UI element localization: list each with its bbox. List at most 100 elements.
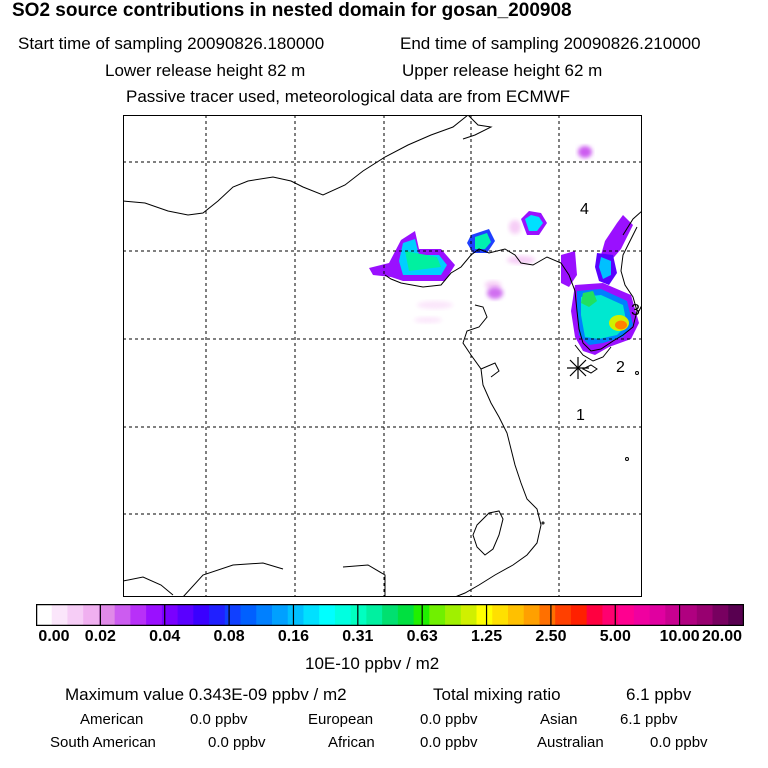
map-panel: 4 3 2 1 [123, 115, 642, 597]
plume-korea-green [581, 291, 597, 307]
plume-faint [417, 301, 453, 309]
colorbar-cell [429, 604, 446, 626]
border-line [462, 115, 493, 140]
colorbar-unit-label: 10E-10 ppbv / m2 [305, 654, 440, 673]
colorbar-cell [602, 604, 619, 626]
plume-faint [485, 281, 501, 289]
colorbar-cell [366, 604, 383, 626]
region-value: 6.1 ppbv [620, 711, 678, 728]
colorbar-cell [539, 604, 556, 626]
colorbar-cell [130, 604, 147, 626]
lower-release-label: Lower release height 82 m [105, 61, 306, 80]
plume-patch-north [578, 146, 592, 158]
colorbar-cell [51, 604, 69, 626]
region-name: African [328, 734, 375, 751]
colorbar-cell [665, 604, 682, 626]
colorbar-cell [334, 604, 352, 626]
colorbar-cell [397, 604, 415, 626]
colorbar-cell [209, 604, 226, 626]
colorbar-cell [696, 604, 714, 626]
colorbar-cell [586, 604, 603, 626]
colorbar-tick-label: 2.50 [535, 628, 567, 645]
start-time-label: Start time of sampling 20090826.180000 [18, 34, 325, 53]
total-mixing-label: Total mixing ratio [433, 685, 561, 704]
colorbar-tick-label: 10.00 [659, 628, 700, 645]
colorbar [36, 604, 744, 626]
region-name: American [80, 711, 144, 728]
marker-2: 2 [616, 359, 625, 376]
region-name: South American [50, 734, 156, 751]
border-line [123, 576, 174, 596]
plume-west-core [405, 251, 441, 271]
tracer-note: Passive tracer used, meteorological data… [126, 87, 571, 106]
colorbar-cell [161, 604, 179, 626]
border-line [342, 564, 386, 597]
station-star-icon [567, 357, 589, 379]
colorbar-cell [618, 604, 635, 626]
colorbar-cell [303, 604, 320, 626]
total-mixing-value: 6.1 ppbv [626, 685, 692, 704]
island-small [625, 457, 629, 461]
colorbar-tick-label: 0.08 [213, 628, 245, 645]
region-name: European [308, 711, 374, 728]
plume-hotspot-core [615, 320, 627, 330]
end-time-label: End time of sampling 20090826.210000 [400, 34, 701, 53]
plume-korea-mid-core [599, 257, 611, 279]
colorbar-cell [508, 604, 525, 626]
island-small [635, 371, 639, 375]
gridlines [123, 115, 642, 597]
colorbar-tick-label: 5.00 [599, 628, 631, 645]
colorbar-cell [114, 604, 131, 626]
region-name: Australian [537, 734, 604, 751]
colorbar-cell [523, 604, 541, 626]
colorbar-cell [240, 604, 257, 626]
chart-title: SO2 source contributions in nested domai… [12, 0, 572, 21]
colorbar-frame [36, 604, 744, 626]
colorbar-cell [382, 604, 399, 626]
max-value-label: Maximum value 0.343E-09 ppbv / m2 [65, 685, 347, 704]
colorbar-cell [287, 604, 305, 626]
colorbar-cell [350, 604, 367, 626]
colorbar-tick-label: 0.00 [38, 628, 70, 645]
colorbar-cell [177, 604, 194, 626]
colorbar-cell [492, 604, 509, 626]
colorbar-tick-label: 0.31 [342, 628, 374, 645]
colorbar-cell [445, 604, 462, 626]
plume-centre-core [475, 233, 491, 249]
colorbar-tick-label: 0.04 [149, 628, 181, 645]
island-jeju [581, 364, 598, 374]
map-frame [123, 115, 642, 597]
colorbar-cell [476, 604, 493, 626]
colorbar-cell [712, 604, 729, 626]
upper-release-label: Upper release height 62 m [402, 61, 603, 80]
island-taiwan [472, 510, 504, 556]
colorbar-tick-label: 0.16 [277, 628, 310, 645]
colorbar-cell [98, 604, 116, 626]
colorbar-cell [633, 604, 651, 626]
colorbar-cell [272, 604, 289, 626]
coastline-layer [123, 115, 642, 597]
region-value: 0.0 ppbv [420, 711, 478, 728]
region-name: Asian [540, 711, 578, 728]
plume-ne-core [525, 215, 543, 231]
coastline-northeast [622, 210, 642, 236]
colorbar-cell [319, 604, 336, 626]
plume-faint [507, 256, 535, 264]
marker-3: 3 [631, 302, 640, 319]
colorbar-cell [728, 604, 744, 626]
colorbar-cell [681, 604, 698, 626]
border-line [123, 115, 469, 216]
colorbar-cell [224, 604, 242, 626]
plume-faint [509, 220, 521, 234]
plume-patch [487, 287, 503, 299]
coastline-korea-south [574, 344, 612, 362]
marker-1: 1 [576, 407, 585, 424]
colorbar-tick-label: 0.63 [406, 628, 438, 645]
colorbar-tick-label: 1.25 [470, 628, 503, 645]
colorbar-cell [570, 604, 588, 626]
colorbar-cell [193, 604, 210, 626]
plume-korea-strip [561, 251, 577, 287]
colorbar-cell [36, 604, 53, 626]
region-value: 0.0 ppbv [420, 734, 478, 751]
colorbar-cell [555, 604, 572, 626]
